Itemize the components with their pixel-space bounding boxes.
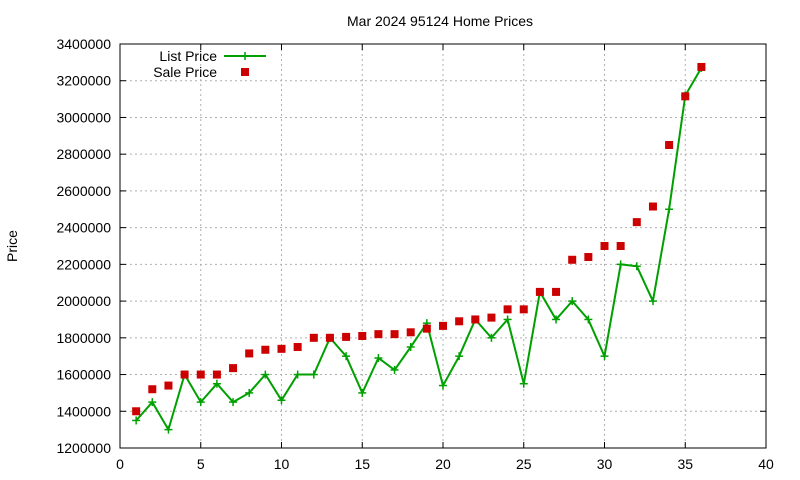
legend-label: List Price (159, 48, 217, 64)
list-price-point (503, 315, 512, 324)
list-price-point (293, 370, 302, 379)
list-price-point (455, 352, 464, 361)
sale-price-point (261, 345, 270, 354)
y-tick-label: 3400000 (56, 36, 111, 52)
list-price-point (148, 398, 157, 407)
sale-price-point (552, 287, 561, 296)
sale-price-point (503, 305, 512, 314)
list-price-point (196, 398, 205, 407)
x-tick-label: 30 (597, 456, 613, 472)
list-price-point (552, 315, 561, 324)
sale-price-point (406, 328, 415, 337)
sale-price-point (293, 343, 302, 351)
y-tick-label: 2000000 (56, 293, 111, 309)
list-price-point (229, 398, 238, 407)
y-tick-label: 3200000 (56, 73, 111, 89)
y-tick-label: 2200000 (56, 256, 111, 272)
list-price-point (568, 297, 577, 306)
sale-price-point (148, 385, 157, 394)
x-tick-label: 40 (758, 456, 774, 472)
list-price-point (245, 388, 254, 397)
list-price-line (135, 67, 703, 433)
x-tick-label: 5 (197, 456, 205, 472)
y-tick-label: 3000000 (56, 109, 111, 125)
y-axis-label: Price (4, 230, 20, 262)
chart-title: Mar 2024 95124 Home Prices (347, 13, 533, 29)
sale-price-point (422, 324, 431, 333)
sale-price-point (584, 253, 593, 262)
list-price-point (164, 425, 173, 434)
list-price-point (616, 260, 625, 269)
y-tick-label: 1600000 (56, 367, 111, 383)
x-tick-label: 15 (354, 456, 370, 472)
sale-price-point (358, 331, 367, 340)
list-price-point (648, 297, 657, 306)
sale-price-point (309, 333, 318, 342)
sale-price-point (374, 330, 383, 339)
sale-price-point (132, 407, 141, 416)
sale-price-point (471, 315, 480, 324)
sale-price-point (325, 333, 334, 342)
list-price-point (132, 416, 141, 425)
sale-price-point (212, 370, 221, 379)
sale-price-point (568, 255, 577, 264)
sale-price-point (681, 92, 690, 101)
list-price-point (406, 343, 415, 351)
list-price-point (584, 315, 593, 324)
sale-price-point (439, 321, 447, 330)
sale-price-point (519, 305, 528, 314)
sale-price-point (600, 242, 609, 250)
list-price-point (212, 379, 221, 388)
sale-price-point (390, 330, 399, 339)
axis-ticks: 1200000 1400000 1600000 1800000 2000000 22000… (56, 36, 774, 472)
y-tick-label: 1400000 (56, 403, 111, 419)
list-price-point (261, 370, 270, 379)
legend-label: Sale Price (153, 64, 217, 80)
sale-price-point (665, 141, 674, 149)
sale-price-point (632, 218, 641, 227)
list-price-point (439, 381, 447, 390)
plot-border (119, 43, 767, 449)
sale-price-point (196, 370, 205, 379)
list-price-point (487, 333, 496, 342)
y-tick-label: 2400000 (56, 220, 111, 236)
y-tick-label: 1200000 (56, 440, 111, 456)
sale-price-point (455, 317, 464, 326)
x-tick-label: 10 (274, 456, 290, 472)
list-price-point (665, 205, 674, 214)
x-tick-label: 20 (435, 456, 451, 472)
list-price-point (519, 379, 528, 388)
legend-marker (241, 68, 249, 76)
x-tick-label: 0 (116, 456, 124, 472)
list-price-point (309, 370, 318, 379)
x-tick-label: 35 (677, 456, 693, 472)
list-price-point (374, 354, 383, 363)
list-price-point (632, 262, 641, 271)
y-tick-label: 2800000 (56, 146, 111, 162)
x-tick-label: 25 (516, 456, 532, 472)
sale-price-point (487, 313, 496, 322)
sale-price-point (342, 332, 351, 341)
list-price-point (358, 388, 367, 397)
sale-price-point (229, 364, 238, 373)
sale-price-point (180, 370, 189, 379)
sale-price-point (616, 242, 625, 250)
sale-price-point (277, 344, 286, 353)
legend-marker (241, 52, 249, 60)
plot-area (132, 62, 706, 434)
list-price-point (277, 396, 286, 405)
y-tick-label: 2600000 (56, 183, 111, 199)
sale-price-point (535, 287, 544, 296)
list-price-point (342, 352, 351, 361)
sale-price-point (697, 62, 706, 71)
y-tick-label: 1800000 (56, 330, 111, 346)
list-price-point (600, 352, 609, 361)
sale-price-point (648, 202, 657, 211)
sale-price-point (245, 349, 254, 358)
list-price-point (390, 365, 399, 374)
sale-price-point (164, 381, 173, 390)
